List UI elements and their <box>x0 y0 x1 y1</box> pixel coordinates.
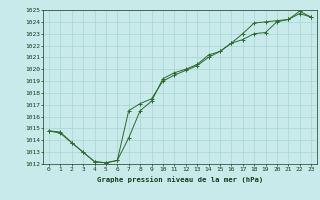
X-axis label: Graphe pression niveau de la mer (hPa): Graphe pression niveau de la mer (hPa) <box>97 176 263 183</box>
